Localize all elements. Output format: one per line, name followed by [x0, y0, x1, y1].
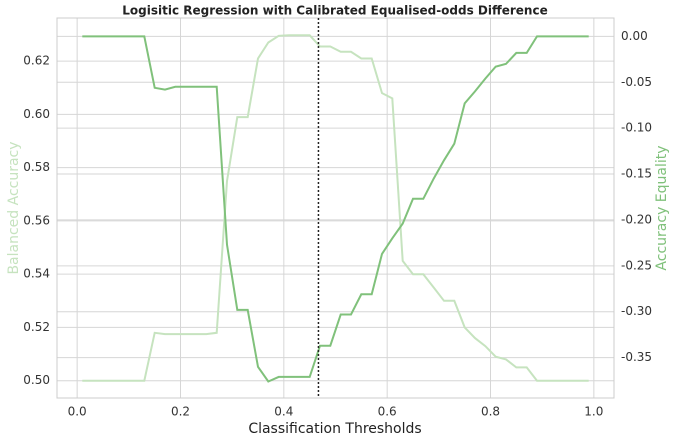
- y-tick-label: 0.52: [23, 320, 50, 334]
- data-line: [82, 34, 589, 382]
- y-tick-label: 0.58: [23, 160, 50, 174]
- x-tick-label: 0.8: [481, 405, 500, 419]
- y-tick-label: 0.56: [23, 213, 50, 227]
- x-tick-label: 0.0: [68, 405, 87, 419]
- y2-tick-label: -0.10: [621, 121, 652, 135]
- y2-tick-label: -0.15: [621, 167, 652, 181]
- y2-tick-label: -0.35: [621, 350, 652, 364]
- x-tick-label: 1.0: [584, 405, 603, 419]
- chart-title: Logisitic Regression with Calibrated Equ…: [122, 4, 547, 18]
- x-tick-label: 0.2: [171, 405, 190, 419]
- y-tick-label: 0.62: [23, 54, 50, 68]
- y2-tick-label: -0.30: [621, 304, 652, 318]
- y2-tick-label: -0.25: [621, 258, 652, 272]
- y-tick-label: 0.50: [23, 373, 50, 387]
- y2-tick-label: -0.05: [621, 75, 652, 89]
- y-tick-label: 0.54: [23, 267, 50, 281]
- y-tick-label: 0.60: [23, 107, 50, 121]
- y2-tick-label: 0.00: [621, 29, 648, 43]
- plot-frame: [56, 17, 615, 399]
- x-axis-label: Classification Thresholds: [248, 421, 421, 437]
- y2-axis-label: Accuracy Equality: [654, 145, 670, 270]
- data-line: [82, 35, 589, 383]
- y2-tick-label: -0.20: [621, 212, 652, 226]
- x-tick-label: 0.4: [274, 405, 293, 419]
- x-tick-label: 0.6: [378, 405, 397, 419]
- y-axis-label: Balanced Accuracy: [6, 141, 22, 274]
